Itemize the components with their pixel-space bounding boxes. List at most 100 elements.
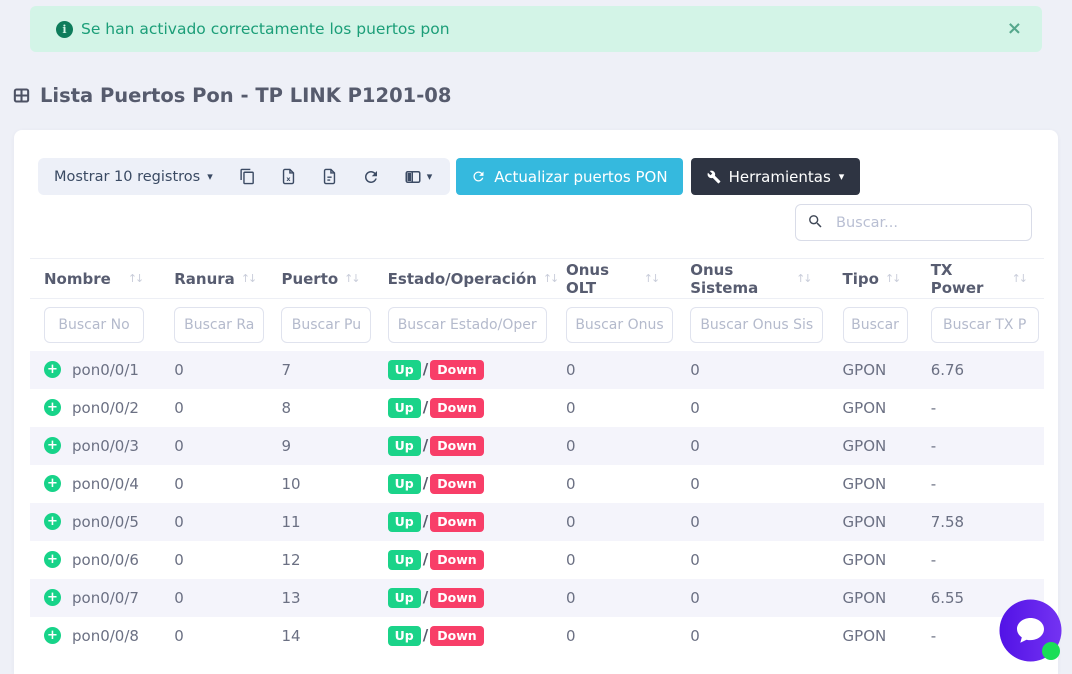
status-down-badge: Down xyxy=(430,588,483,608)
column-header-nombre[interactable]: Nombre↑↓ xyxy=(30,259,160,299)
status-down-badge: Down xyxy=(430,398,483,418)
ranura-value: 0 xyxy=(160,579,267,617)
expand-row-button[interactable]: + xyxy=(44,399,61,416)
filter-input-onus-sistema[interactable] xyxy=(690,307,823,343)
puerto-value: 13 xyxy=(267,579,373,617)
expand-row-button[interactable]: + xyxy=(44,437,61,454)
tipo-value: GPON xyxy=(829,427,917,465)
content-card: Mostrar 10 registros ▾ x ▾ xyxy=(14,130,1058,674)
column-label: Estado/Operación xyxy=(388,270,537,288)
expand-row-button[interactable]: + xyxy=(44,513,61,530)
puerto-value: 8 xyxy=(267,389,373,427)
port-name: pon0/0/6 xyxy=(72,551,139,569)
status-up-badge: Up xyxy=(388,360,421,380)
sort-icon[interactable]: ↑↓ xyxy=(122,272,142,285)
port-name: pon0/0/7 xyxy=(72,589,139,607)
tx-power-value: - xyxy=(917,465,1044,503)
reload-icon[interactable] xyxy=(362,168,380,186)
chat-widget-button[interactable] xyxy=(999,599,1062,662)
sort-icon[interactable]: ↑↓ xyxy=(879,272,899,285)
filter-input-estado[interactable] xyxy=(388,307,547,343)
refresh-icon xyxy=(471,169,486,184)
sort-icon[interactable]: ↑↓ xyxy=(638,272,658,285)
ranura-value: 0 xyxy=(160,617,267,655)
search-input[interactable] xyxy=(795,204,1032,241)
badge-separator: / xyxy=(421,512,430,530)
port-name: pon0/0/4 xyxy=(72,475,139,493)
onus-olt-value: 0 xyxy=(552,541,676,579)
status-up-badge: Up xyxy=(388,436,421,456)
onus-olt-value: 0 xyxy=(552,465,676,503)
alert-message: Se han activado correctamente los puerto… xyxy=(81,20,450,38)
port-name: pon0/0/5 xyxy=(72,513,139,531)
global-search-row xyxy=(795,204,1032,241)
onus-sistema-value: 0 xyxy=(676,427,828,465)
filter-input-puerto[interactable] xyxy=(281,307,371,343)
sort-icon[interactable]: ↑↓ xyxy=(338,272,358,285)
column-label: Puerto xyxy=(281,270,338,288)
expand-row-button[interactable]: + xyxy=(44,475,61,492)
sort-icon[interactable]: ↑↓ xyxy=(790,272,810,285)
update-pon-ports-button[interactable]: Actualizar puertos PON xyxy=(456,158,682,195)
tipo-value: GPON xyxy=(829,541,917,579)
column-header-ranura[interactable]: Ranura↑↓ xyxy=(160,259,267,299)
badge-separator: / xyxy=(421,474,430,492)
table-row: +pon0/0/3 0 9 Up/Down 0 0 GPON - xyxy=(30,427,1044,465)
pon-ports-table-wrap: Nombre↑↓ Ranura↑↓ Puerto↑↓ Estado/Operac… xyxy=(30,258,1044,655)
onus-olt-value: 0 xyxy=(552,389,676,427)
excel-export-icon[interactable]: x xyxy=(280,168,297,185)
filter-input-ranura[interactable] xyxy=(174,307,264,343)
status-down-badge: Down xyxy=(430,512,483,532)
column-header-estado[interactable]: Estado/Operación↑↓ xyxy=(374,259,552,299)
alert-close-icon[interactable]: × xyxy=(1007,20,1022,38)
onus-sistema-value: 0 xyxy=(676,351,828,389)
badge-separator: / xyxy=(421,626,430,644)
expand-row-button[interactable]: + xyxy=(44,551,61,568)
table-row: +pon0/0/1 0 7 Up/Down 0 0 GPON 6.76 xyxy=(30,351,1044,389)
filter-row xyxy=(30,299,1044,351)
tx-power-value: 7.58 xyxy=(917,503,1044,541)
ranura-value: 0 xyxy=(160,351,267,389)
search-icon xyxy=(807,213,824,234)
status-up-badge: Up xyxy=(388,626,421,646)
filter-input-tx-power[interactable] xyxy=(931,307,1039,343)
file-export-icon[interactable] xyxy=(321,168,338,185)
tipo-value: GPON xyxy=(829,351,917,389)
expand-row-button[interactable]: + xyxy=(44,589,61,606)
expand-row-button[interactable]: + xyxy=(44,361,61,378)
port-name: pon0/0/8 xyxy=(72,627,139,645)
column-header-puerto[interactable]: Puerto↑↓ xyxy=(267,259,373,299)
tools-dropdown-button[interactable]: Herramientas ▾ xyxy=(691,158,861,195)
success-alert: i Se han activado correctamente los puer… xyxy=(30,6,1042,52)
sort-icon[interactable]: ↑↓ xyxy=(235,272,255,285)
filter-input-tipo[interactable] xyxy=(843,307,908,343)
expand-row-button[interactable]: + xyxy=(44,627,61,644)
sort-icon[interactable]: ↑↓ xyxy=(1006,272,1026,285)
column-header-onus-sistema[interactable]: Onus Sistema↑↓ xyxy=(676,259,828,299)
port-name: pon0/0/2 xyxy=(72,399,139,417)
table-toolbar: Mostrar 10 registros ▾ x ▾ xyxy=(38,158,860,195)
column-visibility-icon[interactable]: ▾ xyxy=(404,168,433,186)
page-title-text: Lista Puertos Pon - TP LINK P1201-08 xyxy=(40,84,451,107)
online-status-dot xyxy=(1042,642,1060,660)
column-header-onus-olt[interactable]: Onus OLT↑↓ xyxy=(552,259,676,299)
chevron-down-icon: ▾ xyxy=(427,171,433,182)
copy-icon[interactable] xyxy=(239,168,256,185)
tx-power-value: - xyxy=(917,541,1044,579)
column-header-tipo[interactable]: Tipo↑↓ xyxy=(829,259,917,299)
badge-separator: / xyxy=(421,360,430,378)
filter-input-nombre[interactable] xyxy=(44,307,144,343)
tipo-value: GPON xyxy=(829,579,917,617)
tools-button-label: Herramientas xyxy=(729,168,831,186)
tx-power-value: 6.76 xyxy=(917,351,1044,389)
sort-icon[interactable]: ↑↓ xyxy=(537,272,557,285)
column-header-tx-power[interactable]: TX Power↑↓ xyxy=(917,259,1044,299)
tipo-value: GPON xyxy=(829,617,917,655)
filter-input-onus-olt[interactable] xyxy=(566,307,673,343)
ranura-value: 0 xyxy=(160,541,267,579)
status-down-badge: Down xyxy=(430,474,483,494)
status-up-badge: Up xyxy=(388,550,421,570)
length-menu-dropdown[interactable]: Mostrar 10 registros ▾ xyxy=(54,169,213,185)
status-up-badge: Up xyxy=(388,588,421,608)
onus-sistema-value: 0 xyxy=(676,579,828,617)
